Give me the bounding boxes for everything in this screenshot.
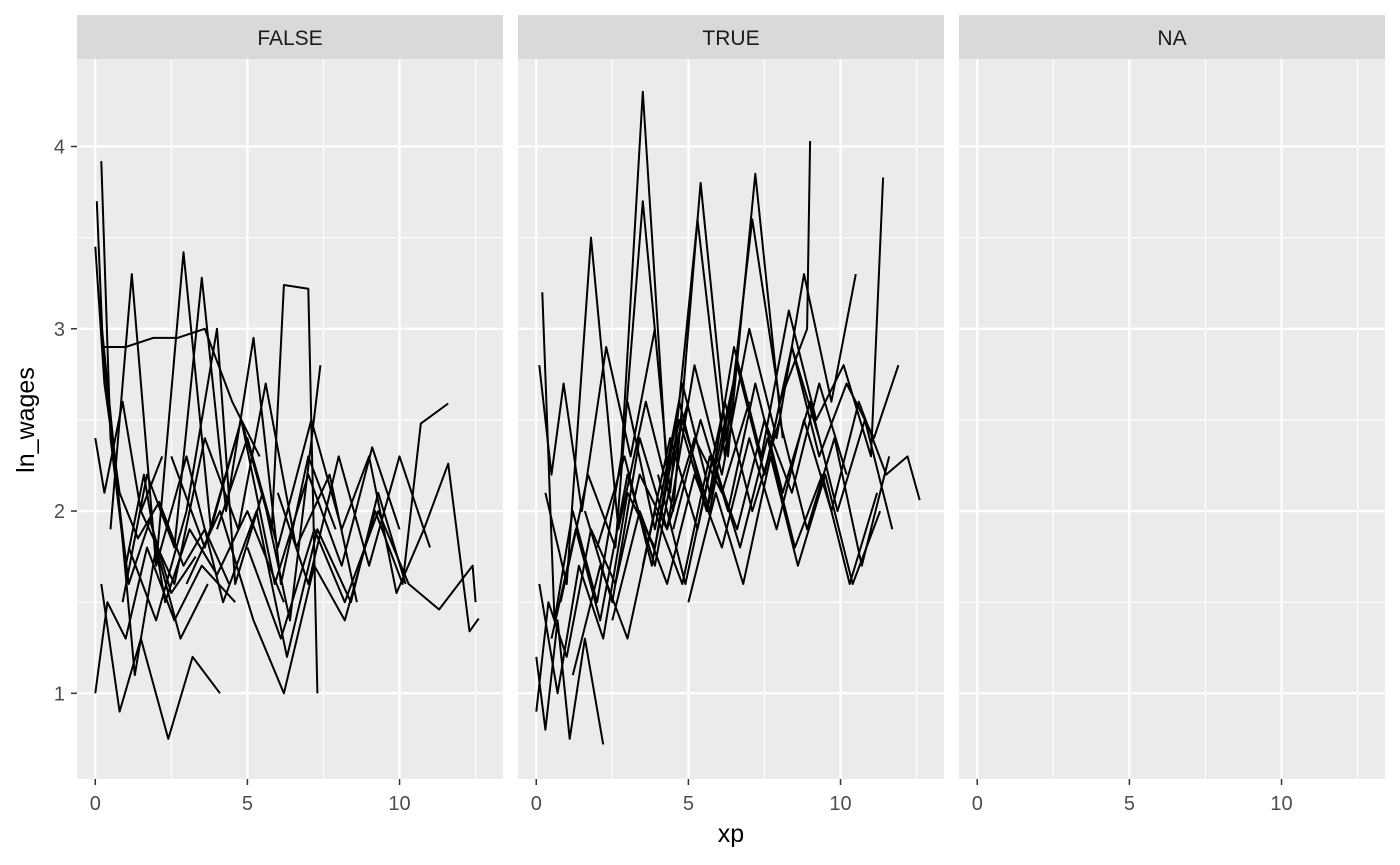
- series-line-9: [121, 276, 337, 603]
- series-line-9: [611, 400, 921, 621]
- facet-panel-false: FALSE 0 5 10: [77, 15, 503, 815]
- series-line-17: [276, 455, 431, 585]
- x-tick-label: 0: [90, 793, 101, 815]
- series-line-10: [626, 346, 900, 531]
- x-tick-label: 0: [531, 793, 542, 815]
- facet-panel-true: TRUE 0 5 10: [518, 15, 944, 815]
- series-line-14: [185, 402, 449, 695]
- series-line-14: [687, 455, 882, 603]
- series-line-15: [216, 418, 480, 633]
- series-line-12: [657, 437, 879, 585]
- facet-strip-label: TRUE: [702, 27, 759, 50]
- series-line-2: [100, 161, 285, 604]
- facet-strip-label: FALSE: [257, 27, 322, 50]
- x-tick-label: 5: [242, 793, 253, 815]
- series-line-7: [583, 273, 857, 604]
- series-line-10: [127, 327, 322, 622]
- series-line-15: [535, 619, 605, 745]
- series-line-13: [672, 382, 894, 530]
- y-tick-label: 3: [54, 319, 65, 341]
- panel-background: [77, 59, 503, 779]
- facet-strip: [518, 15, 944, 59]
- x-tick-label: 5: [1124, 793, 1135, 815]
- x-tick-label: 10: [388, 793, 410, 815]
- series-line-13: [170, 418, 401, 585]
- series-line-7: [100, 583, 221, 740]
- y-axis-title: ln_wages: [12, 367, 40, 473]
- facet-strip-label: NA: [1157, 27, 1186, 50]
- series-line-5: [94, 400, 164, 513]
- series-line-3: [94, 546, 236, 694]
- series-line-16: [246, 510, 477, 640]
- facet-panels: FALSE 0 5 10 TRUE 0 5 10 NA 0 5 10: [77, 15, 1385, 815]
- y-axis: 1 2 3 4: [54, 136, 77, 705]
- facet-strip: [77, 15, 503, 59]
- facet-strip: [959, 15, 1385, 59]
- x-tick-label: 10: [829, 793, 851, 815]
- panel-background: [959, 59, 1385, 779]
- x-tick-label: 0: [972, 793, 983, 815]
- x-tick-label: 5: [683, 793, 694, 815]
- y-tick-label: 1: [54, 683, 65, 705]
- series-line-16: [538, 328, 656, 513]
- facet-panel-na: NA 0 5 10: [959, 15, 1385, 815]
- series-line-12: [155, 455, 407, 658]
- y-tick-label: 2: [54, 501, 65, 523]
- y-tick-label: 4: [54, 136, 65, 158]
- series-line-6: [571, 382, 848, 676]
- x-axis-title: xp: [718, 820, 744, 848]
- x-tick-label: 10: [1270, 793, 1292, 815]
- series-line-5: [559, 140, 812, 603]
